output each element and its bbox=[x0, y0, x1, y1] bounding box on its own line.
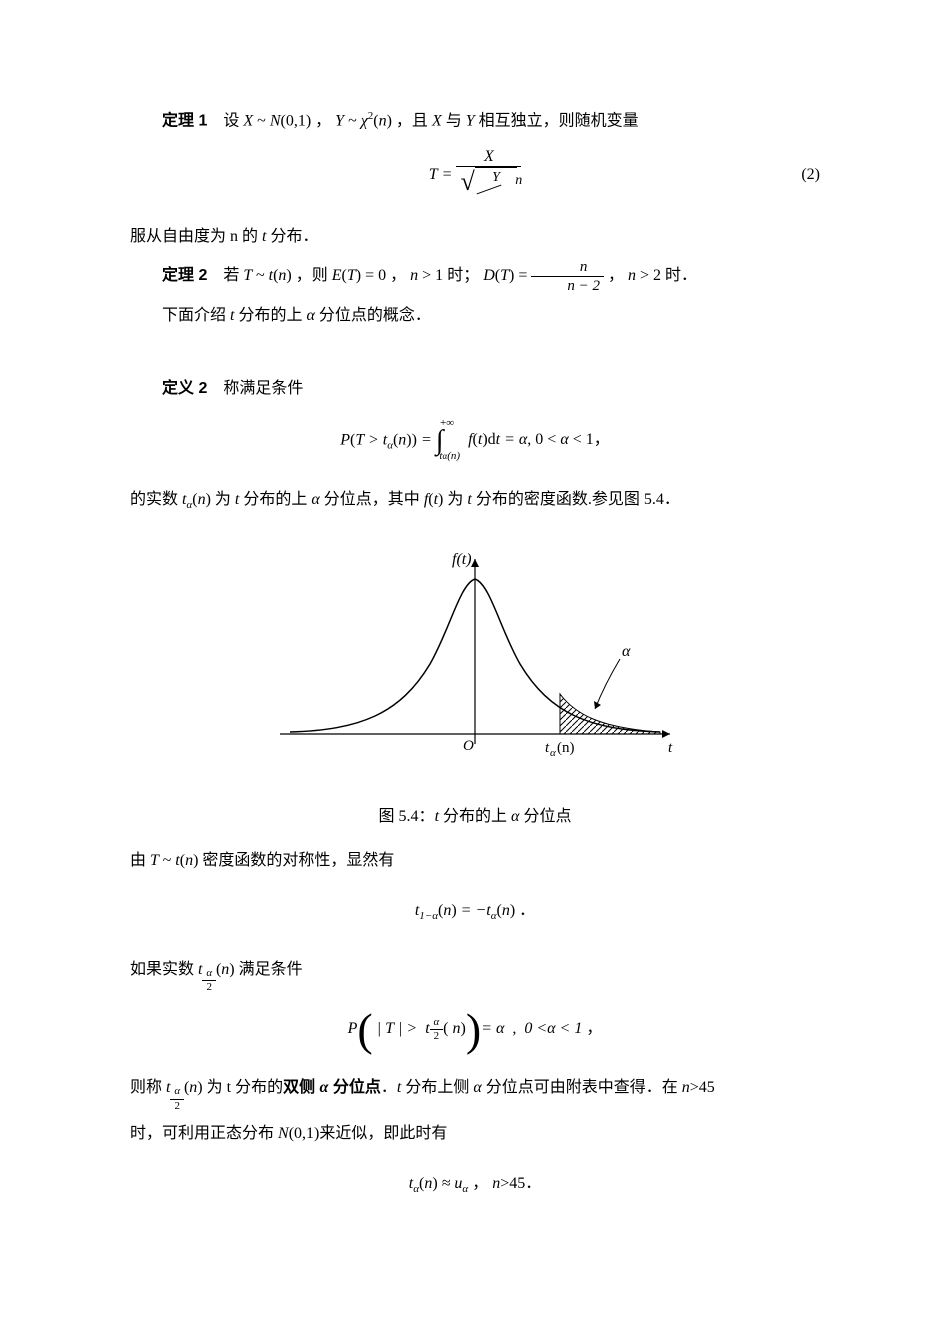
eq-def2: P(T > tα(n)) = ∫tα(n)+∞ f(t)dt = α, 0 < … bbox=[130, 414, 820, 467]
figure-5-4: f(t) α O t α (n) t bbox=[130, 534, 820, 795]
t1-before: 设 bbox=[223, 112, 239, 129]
eq-symmetry: t1−α(n) = −tα(n) ． bbox=[130, 887, 820, 937]
svg-text:f(t): f(t) bbox=[452, 551, 472, 568]
figure-caption: 图 5.4：t 分布的上 α 分位点 bbox=[130, 802, 820, 832]
theorem-1-label: 定理 1 bbox=[162, 112, 207, 129]
definition-2: 定义 2 称满足条件 bbox=[130, 374, 820, 404]
t-distribution-plot: f(t) α O t α (n) t bbox=[260, 534, 690, 784]
theorem-1: 定理 1 设 X ~ N(0,1) ， Y ~ χ2(n) ，且 X 与 Y 相… bbox=[130, 106, 820, 137]
t1-xdist: X bbox=[243, 112, 257, 129]
eq2-num: X bbox=[456, 147, 521, 167]
svg-text:t: t bbox=[668, 740, 673, 756]
def2-label: 定义 2 bbox=[162, 380, 207, 397]
twoside-line: 则称 tα2(n) 为 t 分布的双侧 α 分位点．t 分布上侧 α 分位点可由… bbox=[130, 1073, 820, 1113]
svg-text:α: α bbox=[550, 747, 556, 759]
svg-text:α: α bbox=[622, 643, 631, 660]
line-after-eq2: 服从自由度为 n 的 t 分布． bbox=[130, 222, 820, 252]
twoside-line2: 时，可利用正态分布 N(0,1)来近似，即此时有 bbox=[130, 1119, 820, 1149]
alpha-intro: 下面介绍 t 分布的上 α 分位点的概念． bbox=[130, 301, 820, 331]
t1-c1: ， bbox=[315, 112, 331, 129]
theorem-2-label: 定理 2 bbox=[162, 267, 207, 284]
def2-text: 称满足条件 bbox=[223, 380, 303, 397]
eq2-number: (2) bbox=[801, 160, 820, 190]
svg-text:O: O bbox=[463, 738, 474, 754]
page: 定理 1 设 X ~ N(0,1) ， Y ~ χ2(n) ，且 X 与 Y 相… bbox=[0, 0, 950, 1287]
eq-approx: tα(n) ≈ uα ， n>45． bbox=[130, 1159, 820, 1209]
after-def2: 的实数 tα(n) 为 t 分布的上 α 分位点，其中 f(t) 为 t 分布的… bbox=[130, 485, 820, 516]
cond-intro: 如果实数 tα2(n) 满足条件 bbox=[130, 955, 820, 995]
t1-ydist: Y bbox=[335, 112, 348, 129]
symmetry-intro: 由 T ~ t(n) 密度函数的对称性，显然有 bbox=[130, 846, 820, 876]
svg-text:(n): (n) bbox=[557, 740, 575, 756]
eq-two-sided: P ( | T | > tα2( n) ) = α , 0 <α < 1 ， bbox=[130, 1005, 820, 1055]
theorem-2: 定理 2 若 T ~ t(n) ，则 E(T) = 0 ， n > 1 时； D… bbox=[130, 258, 820, 295]
t1-mid: ，且 bbox=[396, 112, 428, 129]
equation-2: T = X √ Y n bbox=[130, 147, 820, 204]
